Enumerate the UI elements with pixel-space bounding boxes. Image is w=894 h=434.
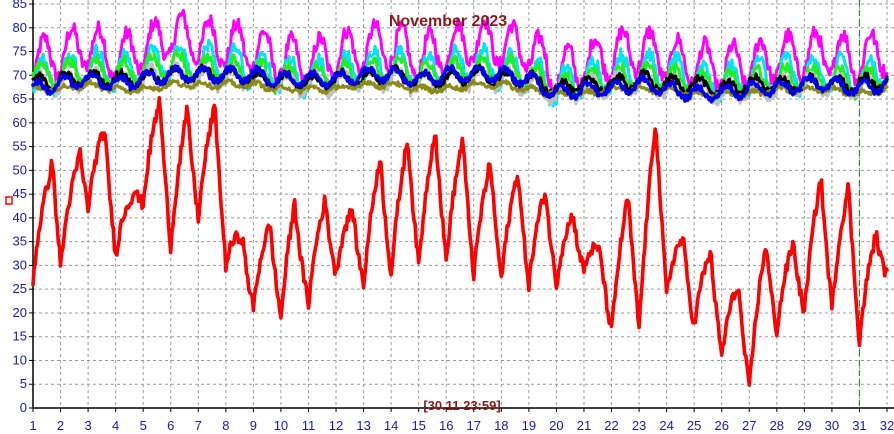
x-tick-label: 23 bbox=[632, 418, 646, 433]
y-tick-label: 30 bbox=[13, 257, 27, 272]
x-tick-label: 29 bbox=[797, 418, 811, 433]
x-tick-label: 25 bbox=[687, 418, 701, 433]
x-tick-label: 31 bbox=[852, 418, 866, 433]
x-tick-label: 18 bbox=[494, 418, 508, 433]
y-tick-label: 50 bbox=[13, 162, 27, 177]
x-tick-label: 12 bbox=[329, 418, 343, 433]
y-tick-label: 60 bbox=[13, 115, 27, 130]
x-tick-label: 13 bbox=[356, 418, 370, 433]
x-tick-label: 22 bbox=[604, 418, 618, 433]
x-tick-label: 32 bbox=[880, 418, 894, 433]
y-tick-label: 75 bbox=[13, 44, 27, 59]
y-tick-label: 20 bbox=[13, 305, 27, 320]
x-tick-label: 4 bbox=[112, 418, 119, 433]
x-tick-label: 19 bbox=[522, 418, 536, 433]
x-tick-label: 5 bbox=[140, 418, 147, 433]
y-tick-label: 0 bbox=[20, 400, 27, 415]
x-tick-label: 27 bbox=[742, 418, 756, 433]
y-tick-label: 65 bbox=[13, 91, 27, 106]
x-tick-label: 14 bbox=[384, 418, 398, 433]
x-tick-label: 11 bbox=[302, 418, 316, 433]
y-tick-label: 55 bbox=[13, 139, 27, 154]
red-marker-icon bbox=[5, 196, 13, 205]
series-line-blue bbox=[31, 64, 889, 104]
x-tick-label: 17 bbox=[467, 418, 481, 433]
series-line-magenta bbox=[31, 8, 889, 101]
y-tick-label: 35 bbox=[13, 234, 27, 249]
x-tick-label: 3 bbox=[84, 418, 91, 433]
x-tick-label: 7 bbox=[195, 418, 202, 433]
y-tick-label: 45 bbox=[13, 186, 27, 201]
y-tick-label: 5 bbox=[20, 376, 27, 391]
x-tick-label: 30 bbox=[825, 418, 839, 433]
series-lines bbox=[31, 8, 889, 387]
y-tick-label: 25 bbox=[13, 281, 27, 296]
time-readout: [30.11 23:59] bbox=[423, 398, 500, 413]
x-tick-label: 6 bbox=[167, 418, 174, 433]
x-tick-label: 16 bbox=[439, 418, 453, 433]
y-tick-label: 70 bbox=[13, 67, 27, 82]
x-tick-label: 24 bbox=[659, 418, 673, 433]
x-tick-label: 9 bbox=[250, 418, 257, 433]
x-tick-label: 28 bbox=[770, 418, 784, 433]
chart-title: November 2023 bbox=[389, 13, 507, 30]
x-tick-label: 26 bbox=[714, 418, 728, 433]
y-tick-label: 10 bbox=[13, 352, 27, 367]
x-tick-label: 21 bbox=[577, 418, 591, 433]
x-tick-label: 10 bbox=[274, 418, 288, 433]
y-tick-label: 40 bbox=[13, 210, 27, 225]
x-tick-label: 2 bbox=[57, 418, 64, 433]
x-tick-label: 8 bbox=[222, 418, 229, 433]
labels: November 2023 [30.11 23:59] bbox=[389, 13, 507, 413]
series-line-red bbox=[31, 96, 889, 387]
y-tick-label: 85 bbox=[13, 0, 27, 11]
x-tick-label: 20 bbox=[549, 418, 563, 433]
y-tick-label: 80 bbox=[13, 20, 27, 35]
x-tick-label: 1 bbox=[29, 418, 36, 433]
x-tick-label: 15 bbox=[411, 418, 425, 433]
y-tick-label: 15 bbox=[13, 329, 27, 344]
